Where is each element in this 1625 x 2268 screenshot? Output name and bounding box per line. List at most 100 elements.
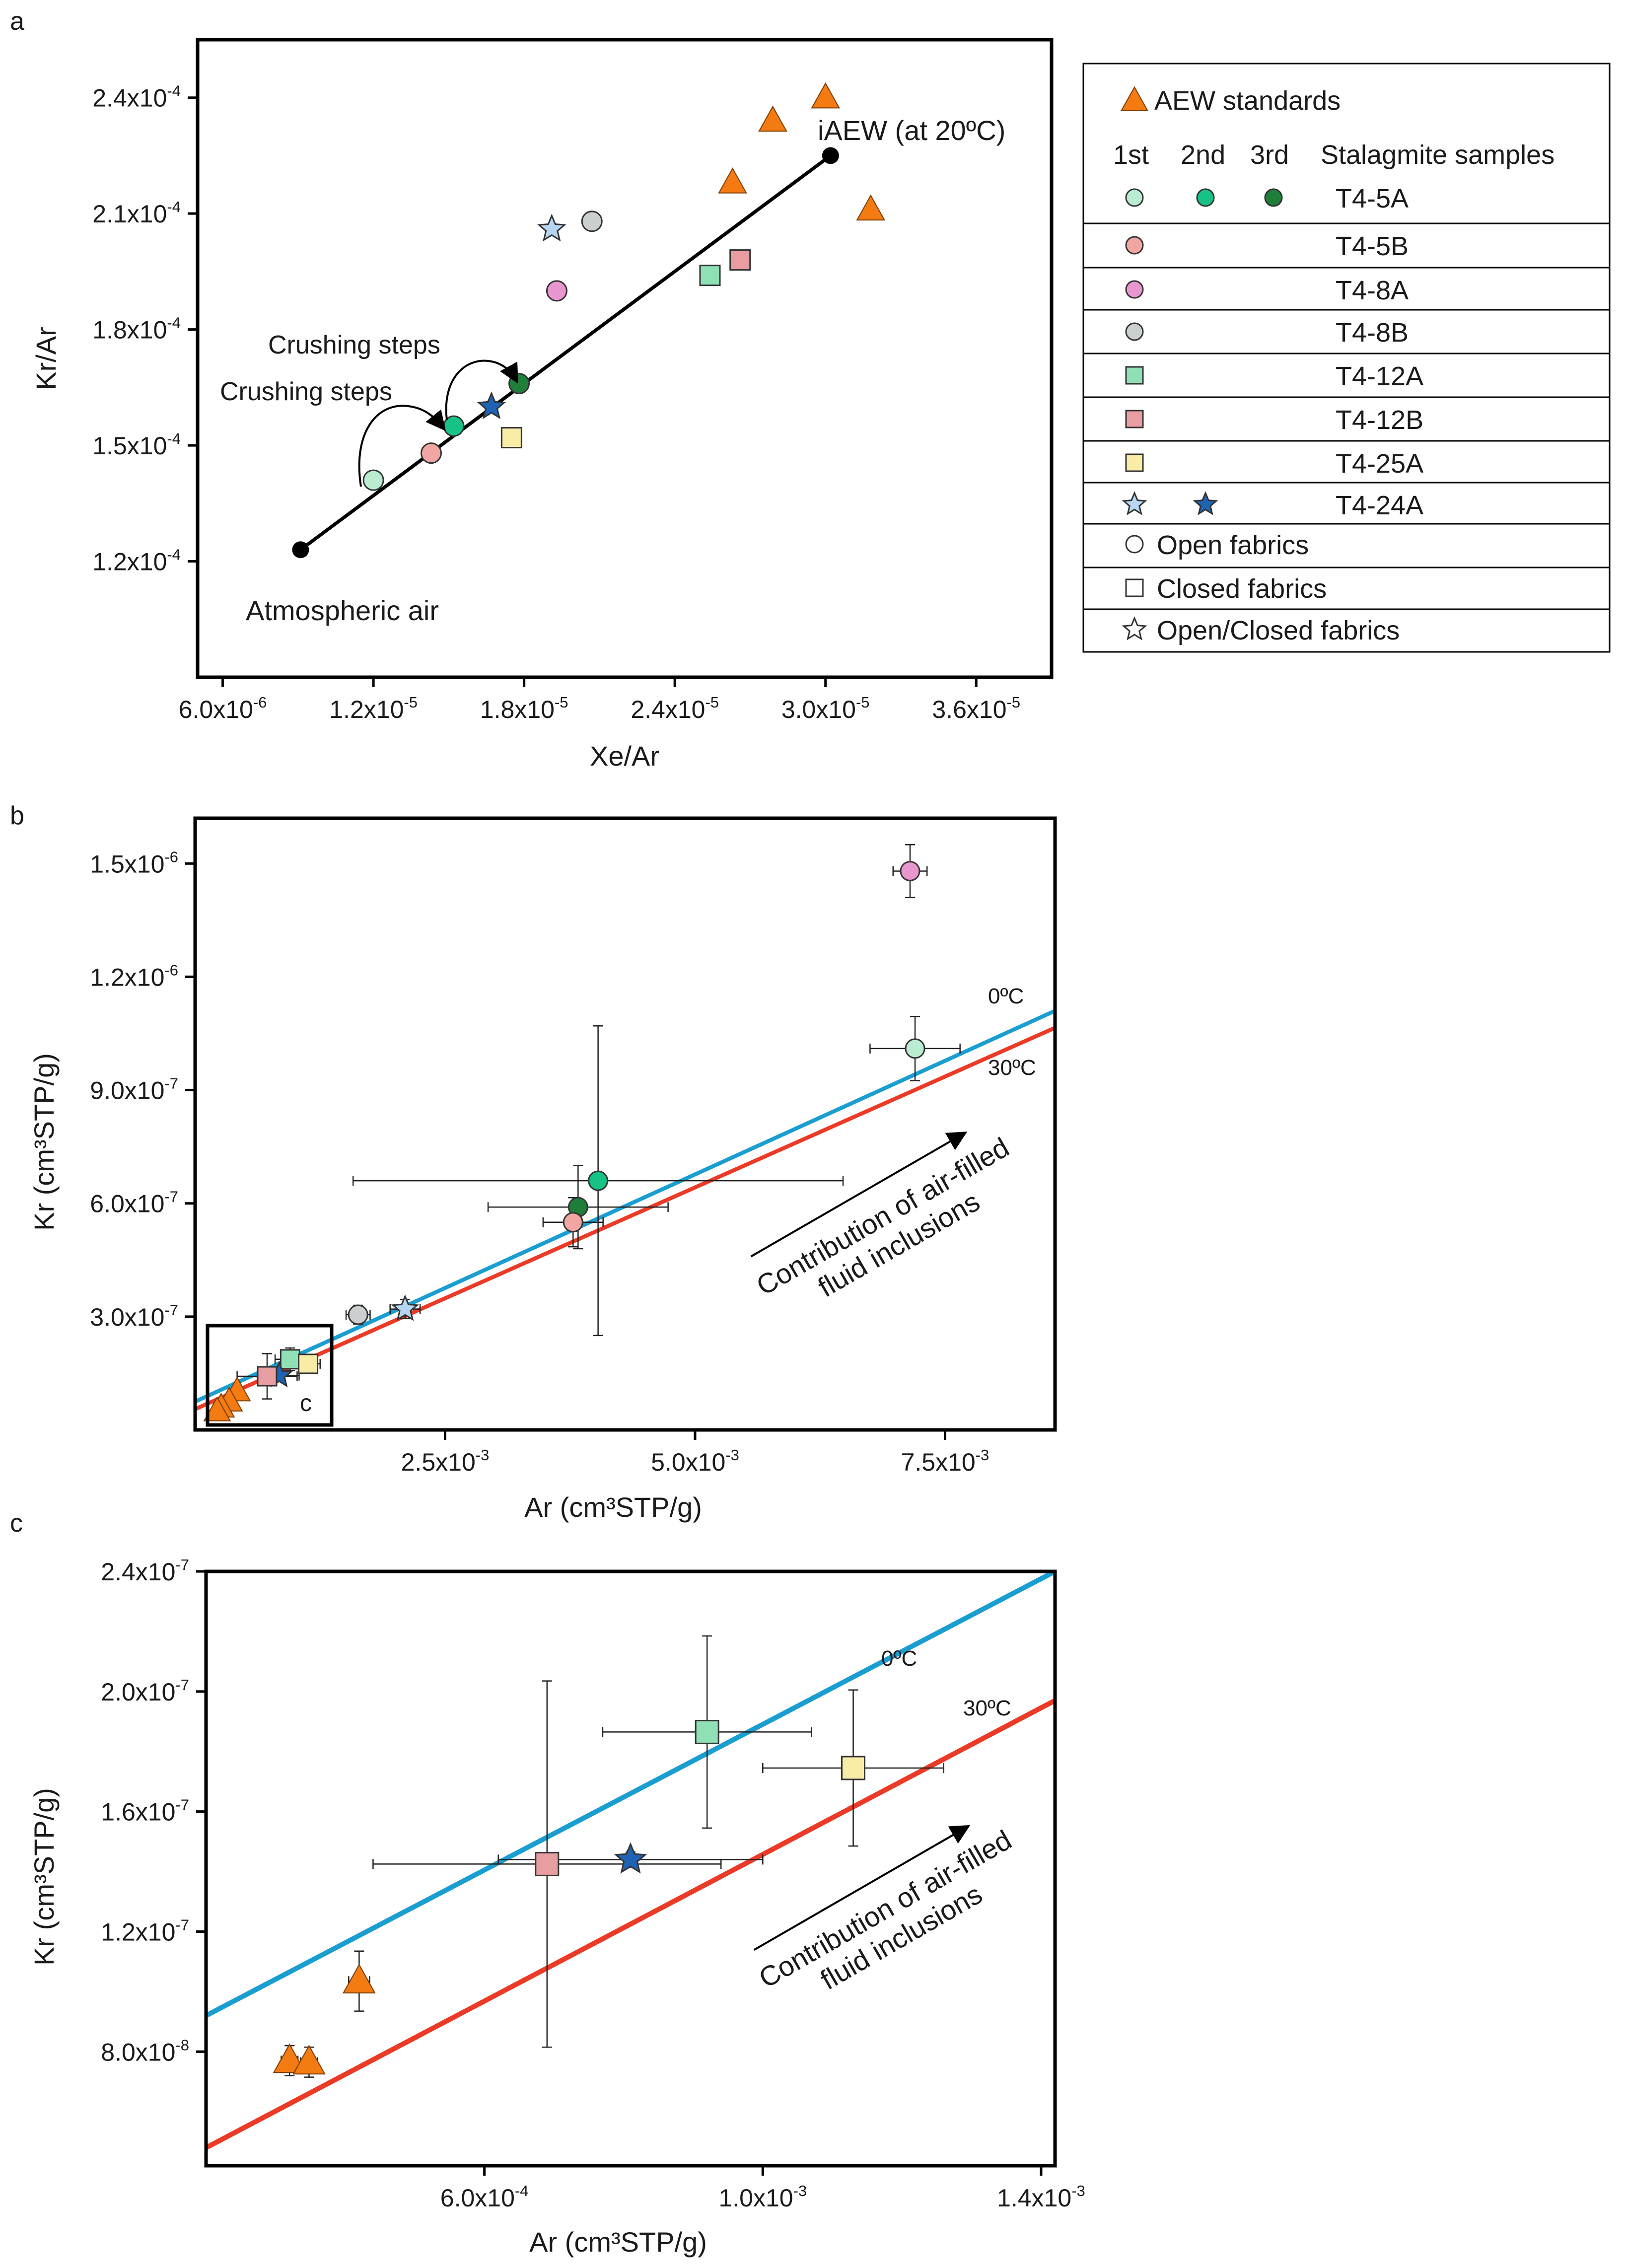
- legend-aew-marker: [1120, 86, 1149, 111]
- legend-marker: [1125, 280, 1144, 299]
- x-axis-title-b: Ar (cm³STP/g): [524, 1491, 702, 1523]
- inset-box-c: [206, 1324, 334, 1427]
- y-tick-label: 1.2x10-6: [90, 961, 178, 991]
- legend-fabric-marker: [1122, 616, 1147, 640]
- panel-letter-c: c: [10, 1509, 23, 1538]
- series-line-0: [206, 1571, 1055, 2018]
- data-point: [546, 280, 567, 302]
- data-point: [298, 1353, 319, 1374]
- legend-marker: [1125, 366, 1144, 385]
- series-line-1: [206, 1698, 1055, 2150]
- data-point: [537, 213, 566, 242]
- data-point: [758, 105, 787, 132]
- crushing-steps-label-lower: Crushing steps: [220, 377, 392, 406]
- legend-marker: [1193, 491, 1218, 515]
- y-tick-label: 2.0x10-7: [101, 1676, 189, 1706]
- data-point: [500, 427, 522, 449]
- data-point: [257, 1366, 278, 1387]
- plot-area-a: [292, 82, 886, 559]
- data-point: [292, 2045, 326, 2075]
- legend-fabric-label: Open fabrics: [1157, 530, 1309, 560]
- y-tick-label: 2.4x10-4: [92, 82, 181, 112]
- legend-marker: [1125, 322, 1144, 341]
- x-tick-label: 6.0x10-6: [179, 694, 267, 723]
- y-tick-label: 1.5x10-6: [90, 848, 178, 878]
- legend-fabric-label: Closed fabrics: [1157, 574, 1327, 604]
- legend-sample-label: T4-5A: [1336, 184, 1409, 213]
- data-point: [563, 1212, 583, 1233]
- data-point: [718, 167, 747, 194]
- inset-box-label: c: [300, 1390, 312, 1417]
- data-point: [362, 469, 384, 491]
- x-tick-label: 1.2x10-5: [329, 694, 418, 723]
- iaew-label: iAEW (at 20ºC): [818, 115, 1005, 146]
- y-tick-label: 1.2x10-7: [101, 1916, 189, 1946]
- iaew-point: [822, 147, 839, 164]
- legend-sample-label: T4-12A: [1336, 361, 1423, 391]
- x-tick-label: 2.5x10-3: [401, 1446, 490, 1476]
- legend-col-samples: Stalagmite samples: [1321, 140, 1554, 170]
- crushing-arrow-2: [445, 359, 518, 421]
- x-axis-title-c: Ar (cm³STP/g): [529, 2226, 707, 2258]
- legend-sample-label: T4-5B: [1336, 231, 1409, 261]
- series-line-1: [195, 1026, 1055, 1411]
- y-tick-label: 6.0x10-7: [90, 1188, 178, 1218]
- y-tick-label: 3.0x10-7: [90, 1301, 178, 1331]
- legend-sample-label: T4-24A: [1336, 491, 1423, 520]
- y-tick-label: 1.5x10-4: [92, 430, 181, 460]
- data-point: [342, 1964, 376, 1994]
- x-tick-label: 3.0x10-5: [781, 694, 870, 723]
- legend-col-1st: 1st: [1113, 140, 1149, 170]
- data-point: [203, 1396, 231, 1421]
- legend-col-3rd: 3rd: [1250, 140, 1289, 170]
- data-point: [508, 373, 530, 395]
- legend-marker: [1122, 491, 1147, 515]
- legend-marker: [1264, 188, 1283, 207]
- x-tick-label: 6.0x10-4: [440, 2182, 529, 2212]
- data-point: [420, 442, 442, 464]
- x-tick-label: 1.8x10-5: [480, 694, 568, 723]
- air-filled-arrow-b: [750, 1132, 968, 1258]
- y-tick-label: 2.1x10-4: [92, 198, 181, 228]
- data-point: [841, 1756, 866, 1780]
- x-axis-title-a: Xe/Ar: [590, 740, 659, 772]
- data-point: [614, 1842, 647, 1874]
- legend-fabric-marker: [1125, 535, 1144, 554]
- x-tick-label: 5.0x10-3: [651, 1446, 739, 1476]
- x-tick-label: 2.4x10-5: [631, 694, 719, 723]
- y-tick-label: 1.2x10-4: [92, 546, 181, 576]
- legend-sample-label: T4-12B: [1336, 405, 1423, 435]
- legend-sample-label: T4-8A: [1336, 276, 1409, 305]
- data-point: [729, 249, 751, 271]
- y-tick-label: 1.8x10-4: [92, 314, 181, 344]
- data-point: [273, 2043, 306, 2073]
- chart-panel-b: [185, 816, 1057, 1440]
- legend-frame: [1082, 63, 1611, 653]
- legend-fabric-label: Open/Closed fabrics: [1157, 616, 1400, 645]
- crushing-arrow-1: [358, 405, 446, 487]
- legend-fabric-marker: [1125, 578, 1144, 597]
- data-point: [391, 1294, 420, 1321]
- plot-frame-b: [193, 816, 1057, 1432]
- plot-frame-a: [196, 38, 1054, 679]
- atmospheric-air-point: [292, 541, 309, 559]
- panel-letter-a: a: [10, 7, 24, 36]
- data-point: [280, 1349, 300, 1370]
- data-point: [581, 211, 603, 232]
- panel-letter-b: b: [10, 801, 24, 830]
- legend-marker: [1125, 453, 1144, 472]
- legend-marker: [1125, 236, 1144, 255]
- y-tick-label: 9.0x10-7: [90, 1075, 178, 1105]
- chart-panel-c: [196, 1569, 1057, 2176]
- line-label-30c-b: 30ºC: [988, 1056, 1036, 1080]
- data-point: [699, 265, 721, 286]
- data-point: [477, 391, 506, 420]
- legend-marker: [1125, 188, 1144, 207]
- y-axis-title-a: Kr/Ar: [30, 327, 62, 390]
- y-tick-label: 2.4x10-7: [101, 1556, 189, 1586]
- y-tick-label: 8.0x10-8: [101, 2036, 189, 2066]
- air-filled-arrow-c: [753, 1825, 971, 1951]
- crushing-steps-label-upper: Crushing steps: [268, 331, 440, 359]
